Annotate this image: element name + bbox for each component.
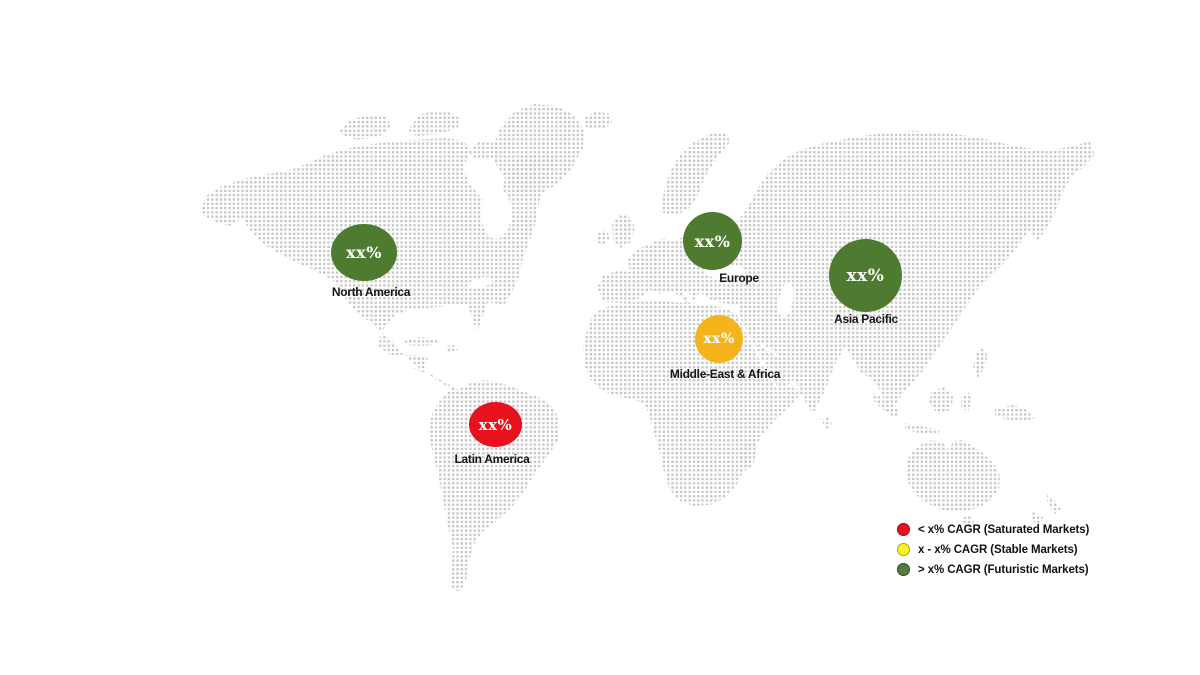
saturated-markets-dot-icon: [897, 523, 910, 536]
legend-label-saturated: < x% CAGR (Saturated Markets): [918, 523, 1090, 536]
stable-markets-dot-icon: [897, 543, 910, 556]
region-bubble-latin-america: xx%: [469, 402, 522, 447]
continents: [200, 104, 1095, 592]
legend-label-stable: x - x% CAGR (Stable Markets): [918, 543, 1078, 556]
region-label-middle-east-africa: Middle-East & Africa: [669, 367, 781, 381]
region-label-europe: Europe: [719, 271, 759, 285]
legend-item-futuristic: > x% CAGR (Futuristic Markets): [897, 563, 1089, 576]
futuristic-markets-dot-icon: [897, 563, 910, 576]
region-label-asia-pacific: Asia Pacific: [834, 312, 898, 326]
legend-item-stable: x - x% CAGR (Stable Markets): [897, 543, 1089, 556]
legend-item-saturated: < x% CAGR (Saturated Markets): [897, 523, 1089, 536]
legend-label-futuristic: > x% CAGR (Futuristic Markets): [918, 563, 1089, 576]
region-label-latin-america: Latin America: [454, 452, 530, 466]
legend: < x% CAGR (Saturated Markets) x - x% CAG…: [897, 523, 1089, 583]
region-bubble-europe: xx%: [683, 212, 742, 270]
region-label-north-america: North America: [331, 285, 411, 299]
region-bubble-asia-pacific: xx%: [829, 239, 902, 312]
region-bubble-middle-east-africa: xx%: [695, 315, 743, 363]
region-bubble-north-america: xx%: [331, 224, 397, 281]
